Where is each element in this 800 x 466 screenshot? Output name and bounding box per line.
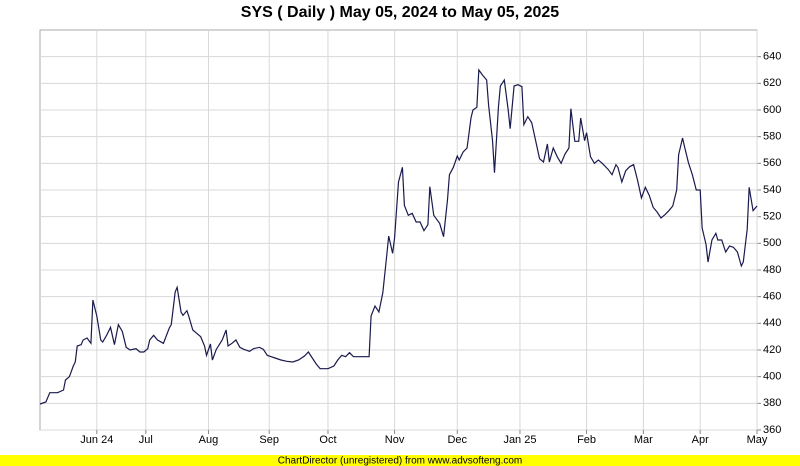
x-tick-label: Apr xyxy=(692,434,709,446)
y-tick-label: 600 xyxy=(763,104,781,116)
y-tick-label: 440 xyxy=(763,317,781,329)
y-tick-label: 480 xyxy=(763,264,781,276)
x-tick-label: Jan 25 xyxy=(503,434,536,446)
y-tick-label: 560 xyxy=(763,157,781,169)
x-tick-label: Aug xyxy=(199,434,219,446)
x-tick-label: Sep xyxy=(259,434,279,446)
y-tick-label: 580 xyxy=(763,131,781,143)
x-tick-label: Feb xyxy=(577,434,596,446)
x-tick-label: Mar xyxy=(634,434,653,446)
price-line xyxy=(39,68,758,405)
x-tick-label: May xyxy=(747,434,768,446)
y-tick-label: 360 xyxy=(763,424,781,436)
x-tick-label: Nov xyxy=(385,434,405,446)
footer: ChartDirector (unregistered) from www.ad… xyxy=(278,456,523,466)
y-tick-label: 620 xyxy=(763,77,781,89)
x-tick-label: Dec xyxy=(447,434,467,446)
x-tick-label: Oct xyxy=(319,434,336,446)
y-tick-label: 380 xyxy=(763,397,781,409)
x-tick-label: Jul xyxy=(139,434,153,446)
plot-area xyxy=(39,29,758,431)
chart-title: SYS ( Daily ) May 05, 2024 to May 05, 20… xyxy=(241,4,559,21)
y-tick-label: 640 xyxy=(763,51,781,63)
y-tick-label: 500 xyxy=(763,237,781,249)
x-tick-label: Jun 24 xyxy=(80,434,113,446)
y-tick-label: 540 xyxy=(763,184,781,196)
y-tick-label: 520 xyxy=(763,211,781,223)
y-tick-label: 400 xyxy=(763,371,781,383)
y-tick-label: 460 xyxy=(763,291,781,303)
y-tick-label: 420 xyxy=(763,344,781,356)
footer-bar xyxy=(0,455,800,466)
